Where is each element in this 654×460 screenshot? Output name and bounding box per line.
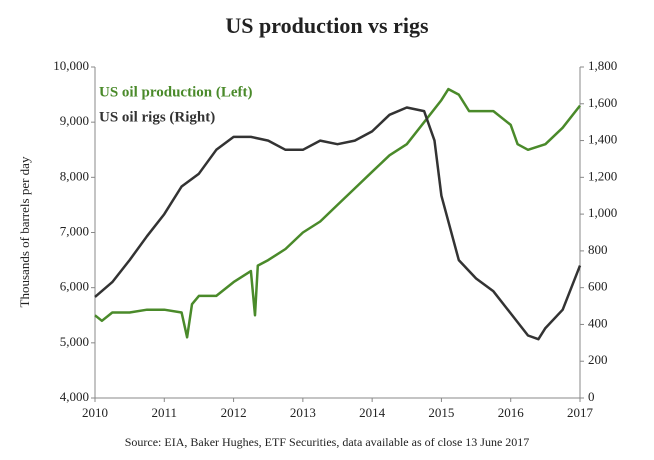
x-tick-label: 2013	[290, 405, 316, 420]
y-tick-label: 5,000	[60, 334, 89, 349]
y2-tick-label: 1,400	[588, 132, 617, 147]
y-tick-label: 8,000	[60, 168, 89, 183]
y2-tick-label: 800	[588, 242, 608, 257]
x-tick-label: 2017	[567, 405, 594, 420]
x-tick-label: 2016	[498, 405, 525, 420]
y2-tick-label: 1,800	[588, 58, 617, 73]
y2-tick-label: 400	[588, 315, 608, 330]
series-line	[94, 106, 582, 341]
x-tick-label: 2011	[152, 405, 178, 420]
y-tick-label: 6,000	[60, 279, 89, 294]
y2-tick-label: 1,600	[588, 95, 617, 110]
legend-entry: US oil production (Left)	[99, 84, 252, 100]
y2-tick-label: 200	[588, 352, 608, 367]
x-tick-label: 2012	[221, 405, 247, 420]
source-note: Source: EIA, Baker Hughes, ETF Securitie…	[125, 435, 530, 449]
x-tick-label: 2015	[428, 405, 454, 420]
x-tick-label: 2010	[82, 405, 108, 420]
y-tick-label: 7,000	[60, 223, 89, 238]
y-tick-label: 10,000	[53, 58, 89, 73]
series-line	[94, 87, 581, 339]
y2-tick-label: 0	[588, 389, 595, 404]
x-tick-label: 2014	[359, 405, 386, 420]
y2-tick-label: 600	[588, 279, 608, 294]
y2-tick-label: 1,200	[588, 168, 617, 183]
y-axis-label: Thousands of barrels per day	[17, 156, 32, 307]
y-tick-label: 9,000	[60, 113, 89, 128]
y2-tick-label: 1,000	[588, 205, 617, 220]
chart-title: US production vs rigs	[225, 13, 429, 38]
legend-entry: US oil rigs (Right)	[99, 109, 215, 125]
y-tick-label: 4,000	[60, 389, 89, 404]
